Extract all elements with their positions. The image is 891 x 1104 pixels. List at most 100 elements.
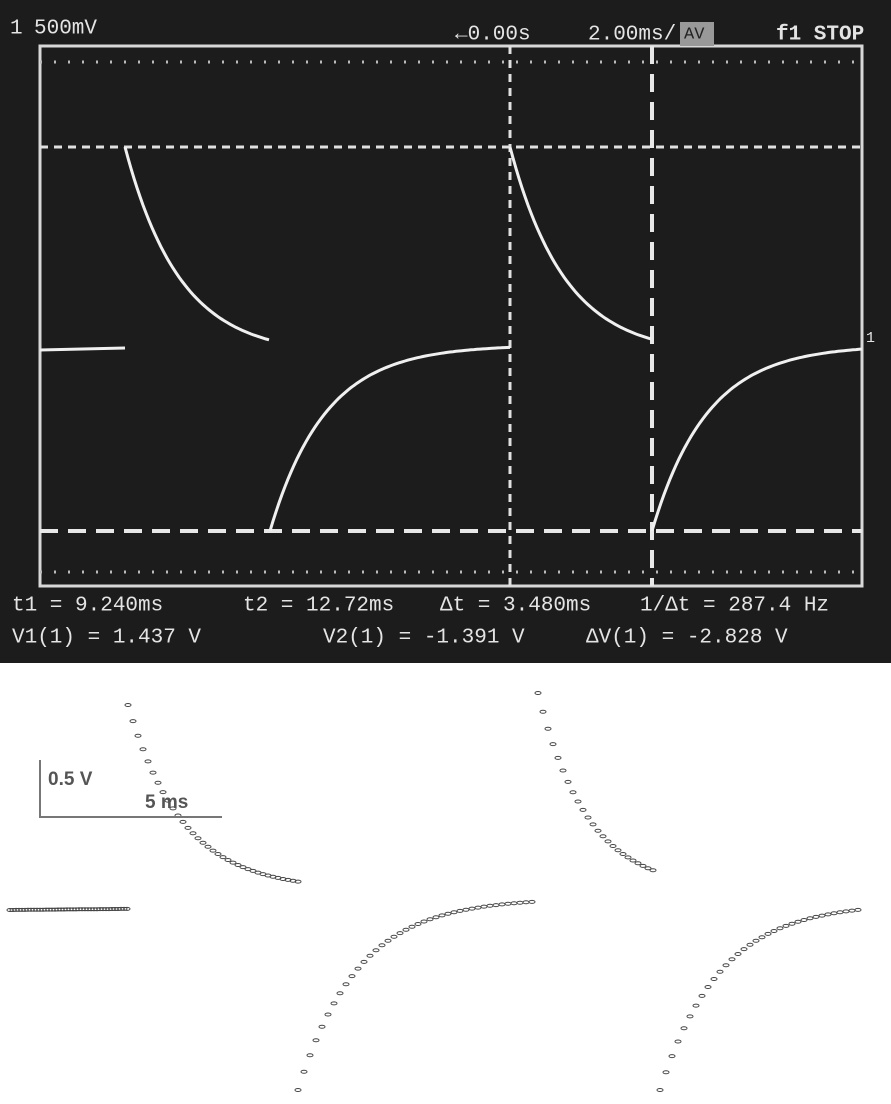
model-point (540, 710, 546, 713)
model-point (355, 967, 361, 970)
model-point (747, 943, 753, 946)
model-point (195, 837, 201, 840)
model-point (457, 909, 463, 912)
model-point (735, 953, 741, 956)
model-point (403, 928, 409, 931)
model-point (687, 1015, 693, 1018)
model-point (615, 849, 621, 852)
model-point (451, 911, 457, 914)
model-point (765, 932, 771, 935)
model-point (391, 935, 397, 938)
readout: Δt = 3.480ms (440, 595, 591, 618)
readout: t1 = 9.240ms (12, 595, 163, 618)
model-point (427, 918, 433, 921)
model-point (200, 841, 206, 844)
channel: 1 (10, 18, 23, 41)
model-point (463, 908, 469, 911)
volts-per-div: 500mV (34, 18, 97, 41)
model-point (499, 903, 505, 906)
model-point (385, 939, 391, 942)
model-point (481, 905, 487, 908)
model-point (523, 901, 529, 904)
model-point (487, 904, 493, 907)
model-point (331, 1002, 337, 1005)
model-point (475, 906, 481, 909)
model-point (225, 859, 231, 862)
model-point (819, 914, 825, 917)
acq-mode: AV (684, 25, 705, 44)
model-point (600, 835, 606, 838)
model-point (445, 912, 451, 915)
model-point (625, 856, 631, 859)
model-point (150, 771, 156, 774)
model-point (337, 992, 343, 995)
model-point (545, 727, 551, 730)
model-point (580, 808, 586, 811)
model-point (313, 1039, 319, 1042)
page: {"scope": {"channel": "1", "volts_per_di… (0, 0, 891, 1104)
time-scale: 5 ms (145, 792, 188, 813)
model-point (831, 912, 837, 915)
scope-screen (0, 0, 891, 663)
readout: ΔV(1) = -2.828 V (586, 627, 788, 650)
model-point (493, 904, 499, 907)
model-point (373, 949, 379, 952)
model-point (343, 983, 349, 986)
model-point (230, 861, 236, 864)
model-point (771, 930, 777, 933)
model-point (361, 960, 367, 963)
model-point (415, 923, 421, 926)
model-point (605, 840, 611, 843)
model-point (657, 1089, 663, 1092)
model-point (795, 920, 801, 923)
model-point (801, 919, 807, 922)
model-point (711, 978, 717, 981)
model-point (421, 920, 427, 923)
model-point (550, 743, 556, 746)
model-point (807, 917, 813, 920)
model-point (379, 944, 385, 947)
model-point (729, 958, 735, 961)
model-point (560, 769, 566, 772)
model-point (135, 734, 141, 737)
model-point (717, 970, 723, 973)
model-point (125, 704, 131, 707)
model-point (511, 902, 517, 905)
model-point (367, 954, 373, 957)
model-point (439, 914, 445, 917)
model-point (190, 832, 196, 835)
delay: ←0.00s (455, 24, 531, 47)
model-point (575, 800, 581, 803)
trigger: f1 STOP (776, 24, 864, 47)
model-point (813, 915, 819, 918)
model-point (565, 780, 571, 783)
model-point (145, 760, 151, 763)
model-point (849, 909, 855, 912)
model-point (681, 1027, 687, 1030)
model-point (635, 862, 641, 865)
model-point (555, 756, 561, 759)
model-point (663, 1071, 669, 1074)
model-point (301, 1070, 307, 1073)
model-point (205, 845, 211, 848)
readout: V2(1) = -1.391 V (323, 627, 525, 650)
model-point (759, 936, 765, 939)
model-point (570, 791, 576, 794)
readout: 1/Δt = 287.4 Hz (640, 595, 829, 618)
model-point (325, 1013, 331, 1016)
model-point (215, 853, 221, 856)
model-point (825, 913, 831, 916)
model-point (469, 907, 475, 910)
model-point (699, 994, 705, 997)
time-per-div: 2.00ms/ (588, 24, 676, 47)
model-point (180, 820, 186, 823)
readout: V1(1) = 1.437 V (12, 627, 201, 650)
model-point (837, 911, 843, 914)
model-point (630, 859, 636, 862)
cursor-marker: 1 (866, 330, 875, 347)
model-point (140, 748, 146, 751)
model-point (433, 916, 439, 919)
model-point (741, 948, 747, 951)
figure: 1 500mV ←0.00s 2.00ms/ AV f1 STOP 1 t1 =… (0, 0, 891, 1104)
model-point (295, 1089, 301, 1092)
